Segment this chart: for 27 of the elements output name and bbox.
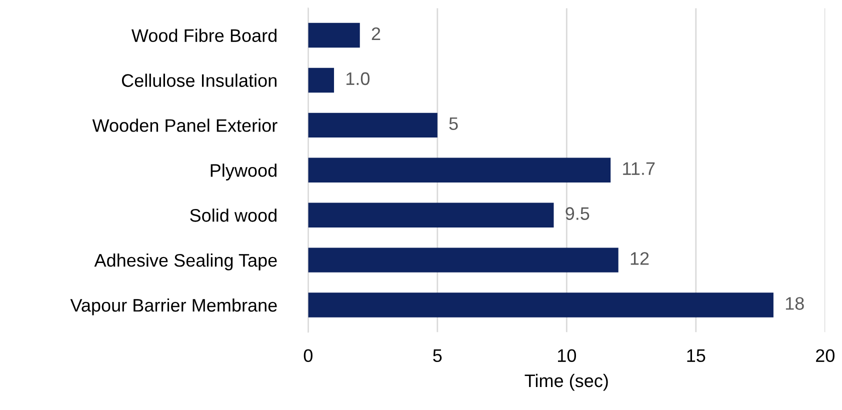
- bar: [308, 248, 618, 272]
- x-tick-label: 10: [558, 349, 576, 362]
- data-label: 11.7: [623, 162, 655, 175]
- y-tick-label: Plywood: [210, 164, 276, 180]
- y-tick-label: Vapour Barrier Membrane: [70, 298, 277, 316]
- data-label: 1.0: [346, 72, 370, 86]
- y-tick-label: Cellulose Insulation: [122, 74, 276, 87]
- y-tick-label: Wooden Panel Exterior: [92, 118, 278, 132]
- x-tick-label: 15: [687, 349, 706, 362]
- data-label: 5: [449, 117, 458, 130]
- bar: [308, 158, 611, 183]
- data-label: 9.5: [566, 207, 590, 220]
- x-axis-title: Time (sec): [524, 374, 608, 391]
- data-label: 2: [372, 27, 380, 40]
- x-tick-label: 5: [433, 349, 442, 362]
- y-tick-label: Wood Fibre Board: [132, 28, 276, 42]
- y-tick-label: Solid wood: [190, 208, 276, 222]
- bar: [308, 292, 774, 318]
- bar: [308, 68, 334, 93]
- x-tick-label: 20: [816, 349, 834, 362]
- data-label: 12: [630, 252, 649, 265]
- x-tick-label: 0: [304, 349, 312, 362]
- bar: [308, 112, 438, 138]
- y-tick-label: Adhesive Sealing Tape: [94, 254, 277, 270]
- bar: [308, 22, 360, 48]
- data-label: 18: [786, 297, 804, 310]
- bar: [308, 202, 554, 228]
